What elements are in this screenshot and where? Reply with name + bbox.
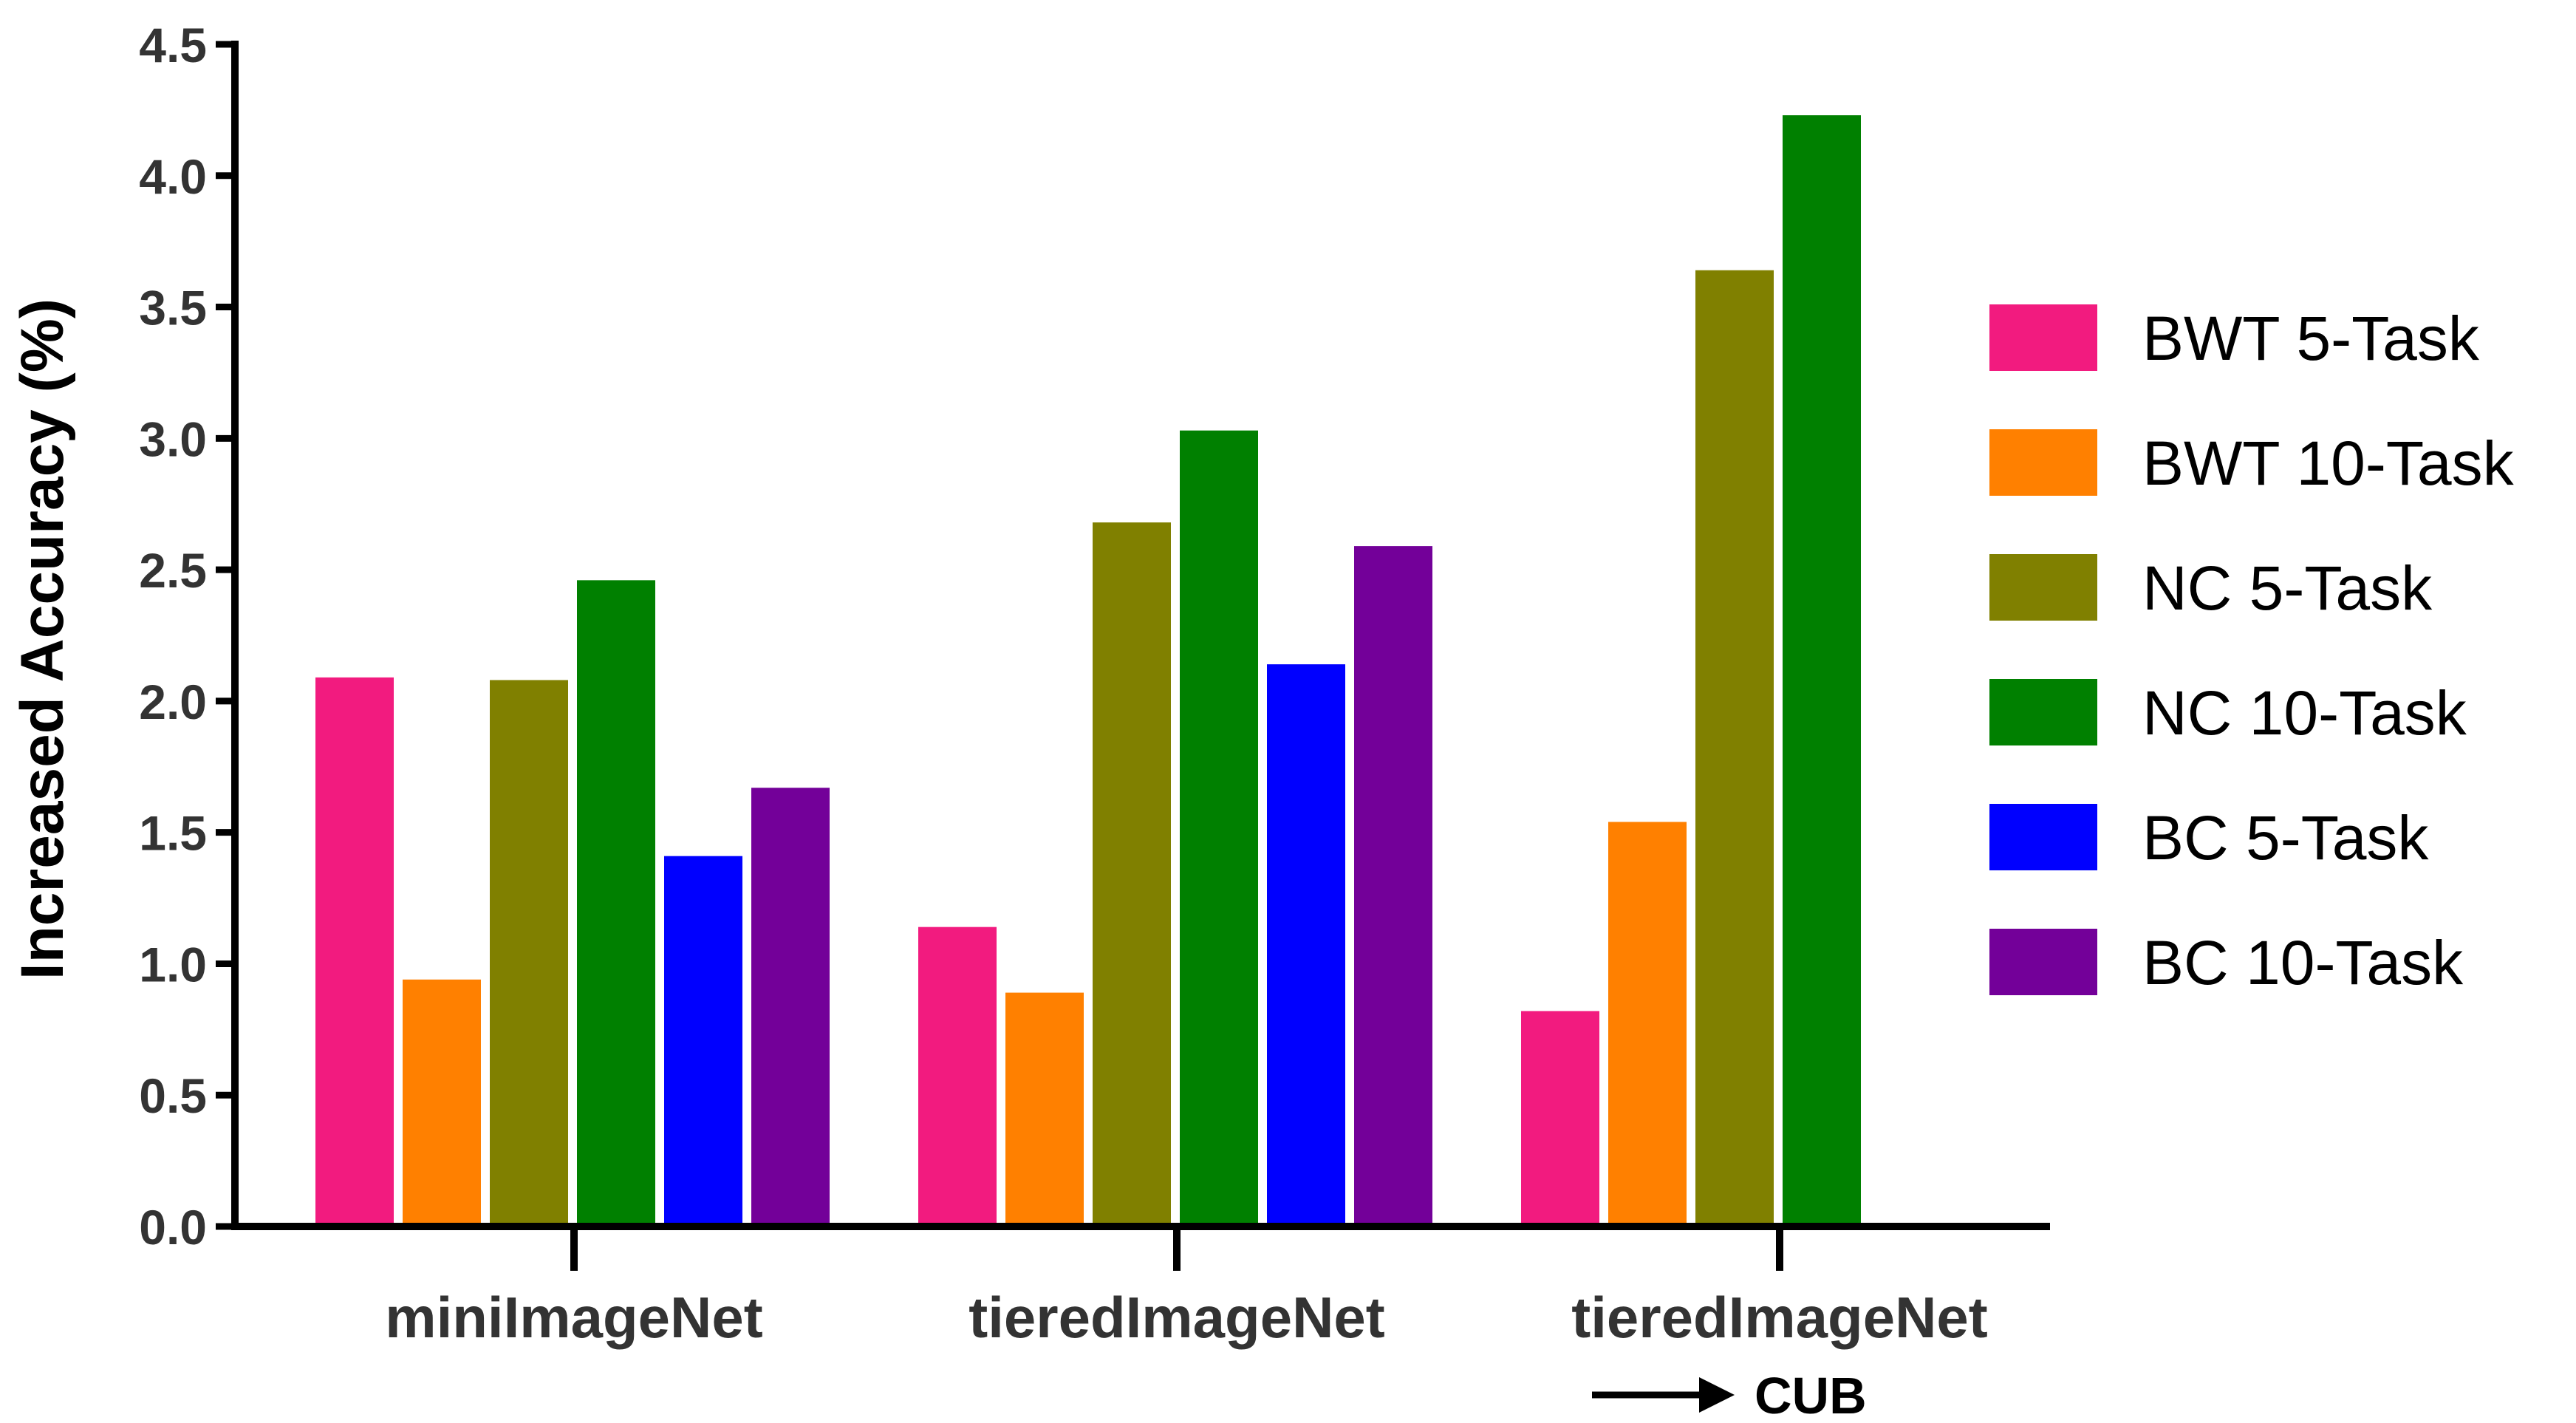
legend: BWT 5-Task BWT 10-Task NC 5-Task NC 10-Task… <box>1989 304 2515 997</box>
legend-label: NC 5-Task <box>2142 553 2433 623</box>
bars-layer <box>315 115 1861 1226</box>
y-axis-title-group: Increased Accuracy (%) <box>9 298 76 980</box>
bar <box>315 677 394 1226</box>
bar <box>918 927 997 1226</box>
y-tick-label: 2.0 <box>139 675 207 729</box>
bar <box>1608 822 1687 1226</box>
y-tick-label: 4.0 <box>139 149 207 204</box>
y-tick-label: 4.5 <box>139 18 207 72</box>
y-tick-label: 1.5 <box>139 806 207 861</box>
legend-label: NC 10-Task <box>2142 678 2467 748</box>
bar <box>1267 664 1345 1226</box>
y-tick-label: 3.0 <box>139 412 207 466</box>
x-category-label: miniImageNet <box>385 1285 762 1350</box>
bar <box>1180 430 1258 1226</box>
x-category-sublabel: CUB <box>1755 1367 1867 1423</box>
bar <box>664 856 742 1226</box>
y-tick-label: 0.0 <box>139 1200 207 1255</box>
legend-swatch <box>1989 804 2097 870</box>
bar <box>1783 115 1861 1226</box>
y-tick-label: 1.0 <box>139 937 207 992</box>
y-tick-label: 2.5 <box>139 543 207 598</box>
bar <box>490 680 568 1226</box>
x-category-label: tieredImageNet <box>1571 1285 1988 1350</box>
legend-label: BC 5-Task <box>2142 803 2429 873</box>
y-axis-title: Increased Accuracy (%) <box>9 298 76 980</box>
x-categories-layer: miniImageNet tieredImageNet tieredImageNet… <box>385 1226 1988 1423</box>
bar <box>1005 992 1084 1226</box>
bar <box>1521 1011 1599 1226</box>
y-tick-label: 0.5 <box>139 1068 207 1123</box>
legend-label: BWT 10-Task <box>2142 429 2515 498</box>
legend-swatch <box>1989 554 2097 621</box>
y-tick-label: 3.5 <box>139 281 207 335</box>
bar <box>1093 522 1171 1226</box>
bar <box>751 788 830 1226</box>
legend-swatch <box>1989 304 2097 371</box>
bar <box>577 580 655 1226</box>
arrow-head-icon <box>1699 1377 1735 1413</box>
x-category-label: tieredImageNet <box>968 1285 1385 1350</box>
legend-swatch <box>1989 679 2097 745</box>
bar <box>403 979 481 1226</box>
bar <box>1354 546 1432 1226</box>
legend-label: BWT 5-Task <box>2142 304 2480 373</box>
y-ticks-layer: 0.0 0.5 1.0 1.5 2.0 2.5 3.0 3.5 4.0 4.5 <box>139 18 235 1255</box>
legend-swatch <box>1989 929 2097 995</box>
bar <box>1695 270 1774 1226</box>
axes-layer <box>231 41 2050 1230</box>
legend-label: BC 10-Task <box>2142 928 2464 997</box>
legend-swatch <box>1989 429 2097 496</box>
